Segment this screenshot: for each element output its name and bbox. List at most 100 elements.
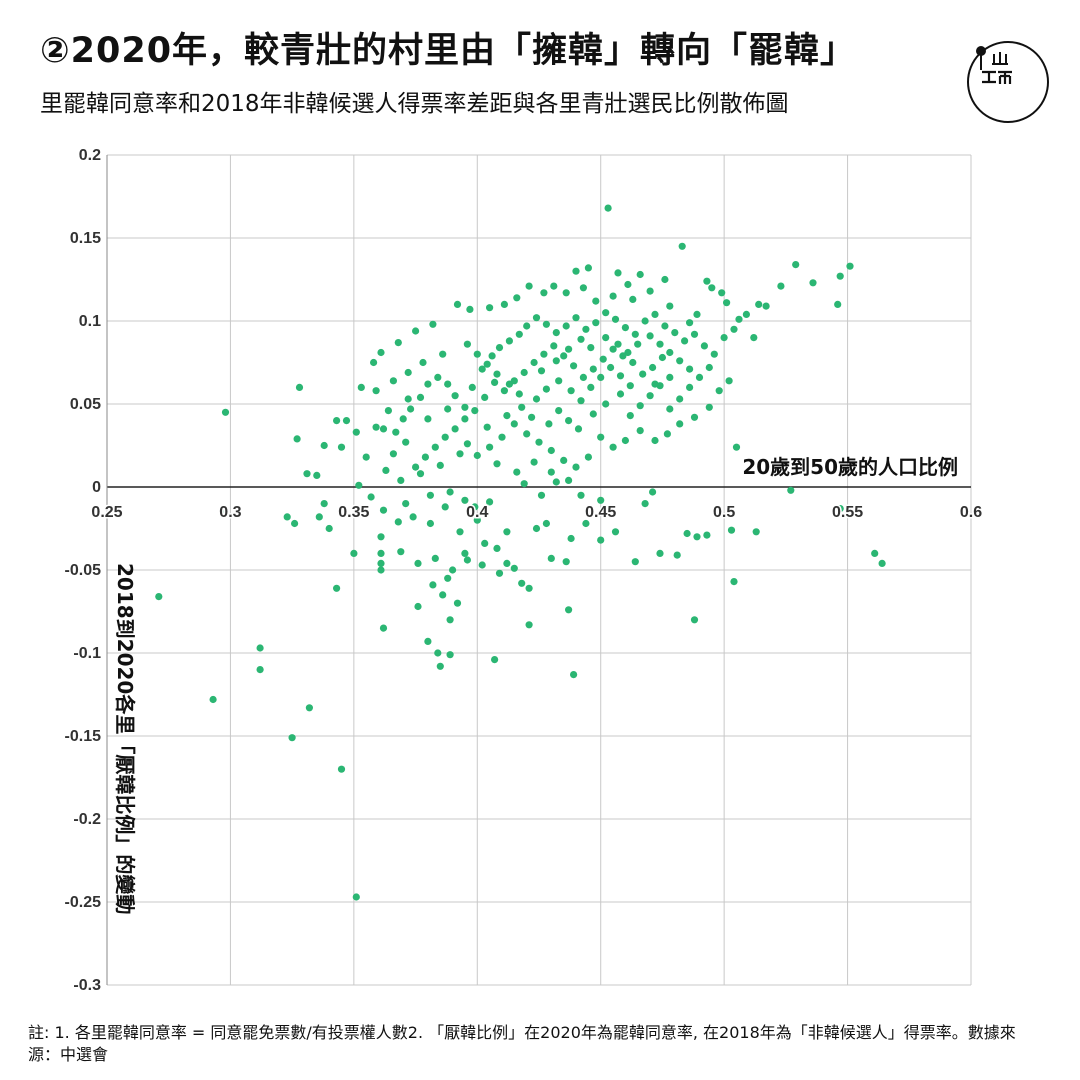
y-tick-labels: 0.2 0.15 0.1 0.05 0 -0.05 -0.1 -0.15 -0.2 -0.25 -0… [65, 147, 102, 994]
data-point [649, 488, 657, 496]
data-point [510, 420, 518, 428]
data-point [555, 407, 563, 415]
data-point [676, 357, 684, 365]
data-point [394, 518, 402, 526]
data-point [550, 282, 558, 290]
data-point [570, 671, 578, 679]
data-point [377, 559, 385, 568]
data-point [446, 651, 454, 659]
scatter-chart: 0.2 0.15 0.1 0.05 0 -0.05 -0.1 -0.15 -0.2 -0.25 -0… [65, 147, 984, 994]
x-tick-label-halo: 0.35 [338, 504, 369, 521]
data-point [409, 513, 417, 521]
data-point [755, 300, 763, 308]
data-point [520, 368, 528, 377]
data-point [486, 304, 494, 312]
data-point [478, 365, 486, 373]
data-point [337, 765, 346, 773]
data-point [690, 413, 699, 421]
data-point [473, 451, 481, 460]
data-point [552, 329, 560, 337]
data-point [441, 433, 449, 441]
y-tick-label: 0.15 [70, 230, 101, 247]
data-point [446, 616, 454, 624]
data-point [431, 443, 439, 451]
data-point [357, 383, 365, 391]
data-point [525, 584, 533, 592]
data-point [451, 425, 459, 433]
data-point [597, 496, 605, 504]
data-point [656, 340, 664, 348]
data-point [491, 378, 499, 386]
data-point [461, 549, 469, 558]
data-point [291, 519, 299, 528]
data-point [461, 415, 469, 423]
data-point [584, 264, 593, 272]
data-point [577, 397, 585, 405]
data-point [424, 415, 432, 423]
data-point [333, 584, 341, 592]
y-tick-label: -0.3 [73, 977, 101, 994]
data-point [636, 427, 644, 435]
x-tick-labels: 0.250.25 0.30.3 0.350.35 0.40.4 0.450.45 0.50… [90, 503, 984, 523]
data-point [567, 534, 575, 543]
data-point [695, 373, 704, 381]
data-point [661, 322, 669, 330]
data-point [424, 380, 432, 388]
data-point [256, 644, 264, 652]
data-point [453, 300, 462, 308]
data-point [636, 270, 644, 279]
data-point [836, 272, 844, 280]
y-axis-label: 2018到2020各里「厭韓比例」的變動 [113, 563, 137, 914]
data-point [155, 593, 163, 601]
data-point [639, 370, 647, 378]
data-point [441, 503, 449, 511]
data-point [730, 325, 738, 333]
data-point [609, 345, 617, 353]
data-point [572, 314, 580, 322]
data-point [407, 405, 415, 413]
data-point [456, 528, 464, 536]
data-point [651, 310, 659, 318]
data-point [525, 621, 533, 629]
data-point [649, 363, 657, 372]
data-point [355, 481, 363, 489]
data-point [505, 380, 513, 388]
x-tick-label: 0.45 [585, 504, 616, 521]
data-point [537, 367, 546, 375]
data-point [540, 289, 548, 297]
data-point [614, 269, 622, 277]
data-point [414, 602, 422, 611]
data-point [636, 402, 644, 410]
data-point [219, 509, 227, 518]
data-point [732, 443, 741, 451]
data-point [478, 561, 486, 569]
data-point [382, 466, 390, 474]
data-point [673, 551, 681, 559]
data-point [560, 352, 568, 360]
data-point [705, 363, 713, 372]
data-point [547, 554, 555, 563]
data-point [715, 387, 723, 395]
data-point [463, 556, 471, 564]
data-point [481, 393, 489, 401]
x-tick-label: 0.55 [832, 504, 863, 521]
data-point [434, 649, 442, 657]
data-point [515, 330, 523, 338]
data-point [377, 566, 385, 574]
data-point [419, 358, 427, 367]
data-point [631, 330, 639, 338]
data-point [500, 387, 508, 395]
data-point [350, 549, 358, 558]
y-tick-label: 0.2 [79, 147, 101, 164]
data-point [523, 322, 531, 330]
logo-graphic [967, 41, 1049, 123]
data-point [718, 289, 726, 297]
data-point [565, 345, 573, 353]
data-point [629, 295, 637, 303]
data-point [473, 350, 481, 358]
y-tick-label: -0.1 [73, 645, 101, 662]
data-point [399, 415, 407, 423]
data-point [439, 591, 447, 599]
chart-subtitle: 里罷韓同意率和2018年非韓候選人得票率差距與各里青壯選民比例散佈圖 [40, 91, 789, 117]
data-point [434, 373, 442, 381]
